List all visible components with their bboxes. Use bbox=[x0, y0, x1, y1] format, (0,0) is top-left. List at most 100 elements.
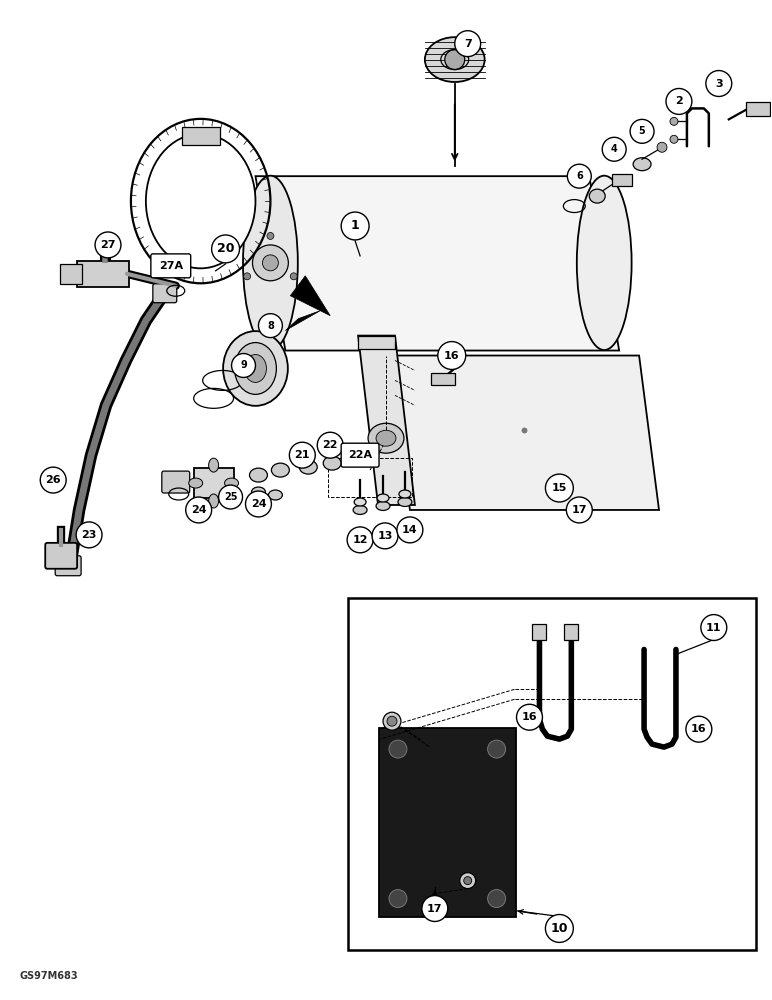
Ellipse shape bbox=[300, 460, 317, 474]
Circle shape bbox=[389, 740, 407, 758]
Circle shape bbox=[372, 523, 398, 549]
Ellipse shape bbox=[398, 498, 412, 506]
Text: 25: 25 bbox=[224, 492, 237, 502]
Text: 16: 16 bbox=[691, 724, 706, 734]
Circle shape bbox=[232, 354, 256, 377]
Polygon shape bbox=[290, 276, 330, 316]
Circle shape bbox=[244, 273, 251, 280]
Ellipse shape bbox=[249, 468, 267, 482]
Text: 6: 6 bbox=[576, 171, 583, 181]
FancyBboxPatch shape bbox=[60, 264, 82, 284]
FancyBboxPatch shape bbox=[564, 624, 578, 640]
FancyBboxPatch shape bbox=[533, 624, 547, 640]
Text: 5: 5 bbox=[638, 126, 645, 136]
Circle shape bbox=[630, 119, 654, 143]
Circle shape bbox=[347, 527, 373, 553]
Circle shape bbox=[670, 117, 678, 125]
Text: 12: 12 bbox=[352, 535, 367, 545]
Circle shape bbox=[567, 164, 591, 188]
Circle shape bbox=[516, 704, 543, 730]
Text: 17: 17 bbox=[571, 505, 587, 515]
Circle shape bbox=[546, 915, 574, 942]
Text: 24: 24 bbox=[251, 499, 266, 509]
Circle shape bbox=[218, 485, 242, 509]
Ellipse shape bbox=[208, 458, 218, 472]
Circle shape bbox=[259, 314, 283, 338]
Ellipse shape bbox=[577, 176, 631, 350]
Ellipse shape bbox=[323, 456, 341, 470]
Circle shape bbox=[186, 497, 212, 523]
Circle shape bbox=[290, 442, 315, 468]
FancyBboxPatch shape bbox=[151, 254, 191, 278]
Ellipse shape bbox=[272, 463, 290, 477]
Text: 10: 10 bbox=[550, 922, 568, 935]
Text: 23: 23 bbox=[81, 530, 96, 540]
Ellipse shape bbox=[354, 498, 366, 506]
Polygon shape bbox=[286, 311, 320, 331]
Ellipse shape bbox=[377, 494, 389, 502]
FancyBboxPatch shape bbox=[55, 556, 81, 576]
Polygon shape bbox=[358, 336, 415, 505]
Text: 14: 14 bbox=[402, 525, 418, 535]
Ellipse shape bbox=[399, 490, 411, 498]
FancyBboxPatch shape bbox=[162, 471, 190, 493]
Ellipse shape bbox=[633, 158, 651, 171]
Text: 9: 9 bbox=[240, 360, 247, 370]
Circle shape bbox=[262, 255, 279, 271]
Text: 3: 3 bbox=[715, 79, 723, 89]
Circle shape bbox=[267, 232, 274, 239]
Ellipse shape bbox=[188, 478, 203, 488]
FancyBboxPatch shape bbox=[181, 127, 219, 145]
Ellipse shape bbox=[243, 176, 298, 350]
Text: 7: 7 bbox=[464, 39, 472, 49]
Circle shape bbox=[488, 890, 506, 908]
Circle shape bbox=[455, 31, 481, 57]
Polygon shape bbox=[358, 336, 395, 349]
Text: 24: 24 bbox=[191, 505, 206, 515]
Text: 16: 16 bbox=[522, 712, 537, 722]
Text: 17: 17 bbox=[427, 904, 442, 914]
Polygon shape bbox=[256, 176, 619, 351]
Text: GS97M683: GS97M683 bbox=[19, 971, 78, 981]
Ellipse shape bbox=[223, 331, 288, 406]
Text: 13: 13 bbox=[378, 531, 393, 541]
Text: 21: 21 bbox=[295, 450, 310, 460]
Circle shape bbox=[387, 716, 397, 726]
FancyBboxPatch shape bbox=[77, 261, 129, 287]
Circle shape bbox=[670, 135, 678, 143]
FancyBboxPatch shape bbox=[348, 598, 756, 950]
Circle shape bbox=[488, 740, 506, 758]
Ellipse shape bbox=[368, 423, 404, 453]
Ellipse shape bbox=[146, 134, 256, 268]
Ellipse shape bbox=[245, 355, 266, 382]
Ellipse shape bbox=[376, 430, 396, 446]
Circle shape bbox=[245, 491, 272, 517]
Ellipse shape bbox=[225, 478, 239, 488]
Polygon shape bbox=[390, 356, 659, 510]
Circle shape bbox=[460, 873, 476, 889]
Ellipse shape bbox=[208, 494, 218, 508]
Circle shape bbox=[397, 517, 423, 543]
FancyBboxPatch shape bbox=[612, 174, 632, 186]
Text: 1: 1 bbox=[350, 219, 360, 232]
Circle shape bbox=[706, 71, 732, 96]
FancyBboxPatch shape bbox=[379, 728, 516, 917]
Ellipse shape bbox=[589, 189, 605, 203]
Circle shape bbox=[445, 50, 465, 70]
Text: 26: 26 bbox=[46, 475, 61, 485]
Circle shape bbox=[464, 877, 472, 885]
Ellipse shape bbox=[376, 501, 390, 510]
Text: 22: 22 bbox=[323, 440, 338, 450]
FancyBboxPatch shape bbox=[46, 543, 77, 569]
Circle shape bbox=[76, 522, 102, 548]
Circle shape bbox=[686, 716, 712, 742]
Circle shape bbox=[657, 142, 667, 152]
Circle shape bbox=[212, 235, 239, 263]
FancyBboxPatch shape bbox=[341, 443, 379, 467]
Circle shape bbox=[666, 88, 692, 114]
Text: 15: 15 bbox=[552, 483, 567, 493]
Circle shape bbox=[383, 712, 401, 730]
Text: 11: 11 bbox=[706, 623, 722, 633]
Circle shape bbox=[389, 890, 407, 908]
Text: 27: 27 bbox=[100, 240, 116, 250]
